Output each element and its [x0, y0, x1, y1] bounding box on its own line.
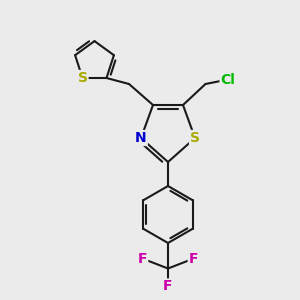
Text: S: S	[190, 131, 200, 145]
Text: N: N	[135, 131, 147, 145]
Text: Cl: Cl	[220, 73, 236, 86]
Text: F: F	[138, 252, 147, 266]
Text: F: F	[189, 252, 198, 266]
Text: F: F	[163, 280, 173, 293]
Text: S: S	[77, 71, 88, 85]
